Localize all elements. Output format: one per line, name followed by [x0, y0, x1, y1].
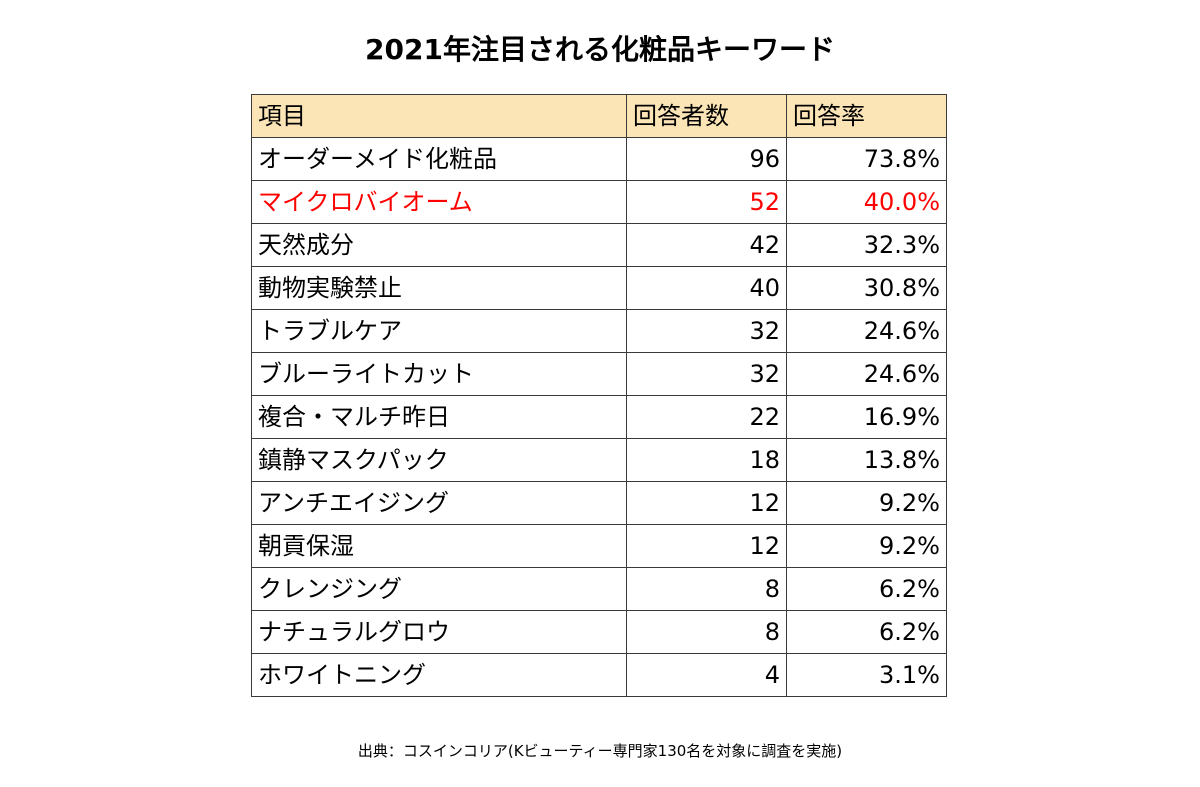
row-count-cell: 52	[626, 180, 787, 224]
row-count-cell: 96	[626, 137, 787, 181]
row-item-cell: ナチュラルグロウ	[251, 610, 627, 654]
row-count-cell: 12	[626, 524, 787, 568]
row-rate-cell: 3.1%	[786, 653, 947, 697]
row-rate-cell: 24.6%	[786, 309, 947, 353]
row-item-cell: 朝貢保湿	[251, 524, 627, 568]
row-count-cell: 8	[626, 610, 787, 654]
row-rate-cell: 16.9%	[786, 395, 947, 439]
row-rate-cell: 6.2%	[786, 610, 947, 654]
table-row: トラブルケア 32 24.6%	[251, 309, 947, 353]
row-count-cell: 12	[626, 481, 787, 525]
column-header-count: 回答者数	[626, 94, 787, 138]
row-rate-cell: 73.8%	[786, 137, 947, 181]
table-row: ホワイトニング 4 3.1%	[251, 653, 947, 697]
keyword-table: 項目 回答者数 回答率 オーダーメイド化粧品 96 73.8% マイクロバイオーム 52…	[251, 94, 947, 697]
row-item-cell: クレンジング	[251, 567, 627, 611]
table-row: 鎮静マスクパック 18 13.8%	[251, 438, 947, 482]
row-count-cell: 42	[626, 223, 787, 267]
row-rate-cell: 24.6%	[786, 352, 947, 396]
table-row: クレンジング 8 6.2%	[251, 567, 947, 611]
row-count-cell: 32	[626, 309, 787, 353]
chart-title: 2021年注目される化粧品キーワード	[365, 33, 835, 66]
row-item-cell: オーダーメイド化粧品	[251, 137, 627, 181]
table-row: 動物実験禁止 40 30.8%	[251, 266, 947, 310]
row-count-cell: 4	[626, 653, 787, 697]
row-rate-cell: 6.2%	[786, 567, 947, 611]
source-note: 出典：コスインコリア(Kビューティー専門家130名を対象に調査を実施)	[357, 742, 843, 760]
row-rate-cell: 30.8%	[786, 266, 947, 310]
row-count-cell: 32	[626, 352, 787, 396]
table-row: オーダーメイド化粧品 96 73.8%	[251, 137, 947, 181]
row-count-cell: 18	[626, 438, 787, 482]
row-count-cell: 40	[626, 266, 787, 310]
table-header-row: 項目 回答者数 回答率	[251, 94, 947, 138]
table-row: アンチエイジング 12 9.2%	[251, 481, 947, 525]
table-row: 朝貢保湿 12 9.2%	[251, 524, 947, 568]
table-row: ブルーライトカット 32 24.6%	[251, 352, 947, 396]
row-rate-cell: 32.3%	[786, 223, 947, 267]
row-item-cell: アンチエイジング	[251, 481, 627, 525]
row-item-cell: 天然成分	[251, 223, 627, 267]
row-rate-cell: 9.2%	[786, 524, 947, 568]
row-item-cell: 鎮静マスクパック	[251, 438, 627, 482]
row-item-cell: トラブルケア	[251, 309, 627, 353]
table-row: 天然成分 42 32.3%	[251, 223, 947, 267]
row-item-cell: ブルーライトカット	[251, 352, 627, 396]
table-row: マイクロバイオーム 52 40.0%	[251, 180, 947, 224]
row-count-cell: 8	[626, 567, 787, 611]
column-header-item: 項目	[251, 94, 627, 138]
row-rate-cell: 13.8%	[786, 438, 947, 482]
row-item-cell: 複合・マルチ昨日	[251, 395, 627, 439]
row-item-cell: ホワイトニング	[251, 653, 627, 697]
table-row: 複合・マルチ昨日 22 16.9%	[251, 395, 947, 439]
table-row: ナチュラルグロウ 8 6.2%	[251, 610, 947, 654]
row-count-cell: 22	[626, 395, 787, 439]
row-item-cell: 動物実験禁止	[251, 266, 627, 310]
row-rate-cell: 40.0%	[786, 180, 947, 224]
column-header-rate: 回答率	[786, 94, 947, 138]
row-rate-cell: 9.2%	[786, 481, 947, 525]
row-item-cell: マイクロバイオーム	[251, 180, 627, 224]
table-body: オーダーメイド化粧品 96 73.8% マイクロバイオーム 52 40.0% 天然成分 42 3…	[251, 137, 947, 697]
